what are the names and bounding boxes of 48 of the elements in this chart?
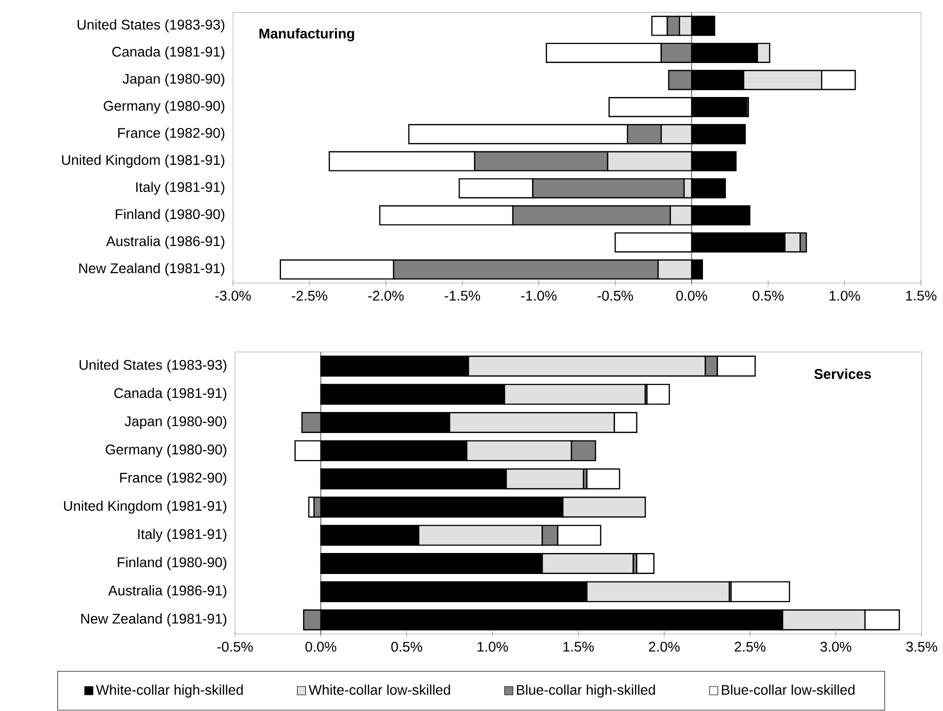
- bar: [636, 553, 654, 574]
- text: Services: [814, 368, 871, 379]
- x-tick-label: 0.0%: [305, 642, 336, 652]
- y-tick-label: Japan (1980-90): [124, 416, 226, 430]
- y-tick-label: New Zealand (1981-91): [79, 262, 224, 276]
- legend-label: Blue-collar low-skilled: [722, 684, 854, 695]
- legend-label: White-collar high-skilled: [96, 684, 243, 698]
- y-tick-label: France (1982-90): [120, 472, 226, 486]
- y-tick-label: Australia (1986-91): [106, 236, 224, 249]
- y-tick-label: United States (1983-93): [80, 360, 226, 373]
- y-tick-label: Canada (1981-91): [114, 388, 226, 401]
- x-tick-label: 3.5%: [906, 642, 938, 652]
- bar: [646, 384, 670, 405]
- x-tick-label: -0.5%: [217, 642, 253, 652]
- y-tick-label: New Zealand (1981-91): [81, 613, 226, 626]
- x-tick-label: 3.0%: [820, 642, 852, 652]
- x-tick-label: 0.5%: [752, 290, 784, 301]
- x-tick-label: -2.0%: [368, 290, 404, 301]
- legend-label: White-collar low-skilled: [308, 684, 450, 695]
- x-tick-label: 2.5%: [734, 642, 766, 652]
- x-tick-label: 1.0%: [478, 642, 508, 652]
- y-tick-label: Australia (1986-91): [108, 585, 226, 598]
- y-tick-label: United Kingdom (1981-91): [62, 154, 224, 168]
- x-tick-label: 1.0%: [830, 290, 860, 301]
- bar: [586, 468, 620, 490]
- y-tick-label: Germany (1980-90): [104, 100, 224, 114]
- x-tick-label: -3.0%: [215, 290, 251, 301]
- x-tick-label: 1.5%: [563, 642, 594, 652]
- y-tick-label: United Kingdom (1981-91): [64, 500, 226, 514]
- y-tick-label: Italy (1981-91): [136, 182, 224, 195]
- x-tick-label: -2.5%: [292, 290, 328, 301]
- y-tick-label: France (1982-90): [118, 128, 224, 141]
- y-tick-label: Germany (1980-90): [106, 444, 226, 458]
- legend-label: Blue-collar high-skilled: [517, 684, 655, 698]
- y-tick-label: Japan (1980-90): [122, 73, 224, 87]
- x-tick-label: -1.0%: [521, 290, 557, 301]
- x-tick-label: 0.5%: [391, 642, 422, 652]
- x-tick-label: 2.0%: [648, 642, 680, 652]
- x-tick-label: -0.5%: [598, 290, 633, 301]
- x-tick-label: 1.5%: [906, 290, 936, 301]
- y-tick-label: Italy (1981-91): [138, 528, 226, 542]
- x-tick-label: -1.5%: [444, 290, 480, 301]
- y-tick-label: Finland (1980-90): [118, 556, 226, 570]
- x-tick-label: 0.0%: [676, 290, 708, 301]
- y-tick-label: Finland (1980-90): [116, 208, 224, 222]
- text: Manufacturing: [260, 28, 354, 42]
- y-tick-label: Canada (1981-91): [112, 46, 224, 60]
- y-tick-label: United States (1983-93): [78, 19, 224, 32]
